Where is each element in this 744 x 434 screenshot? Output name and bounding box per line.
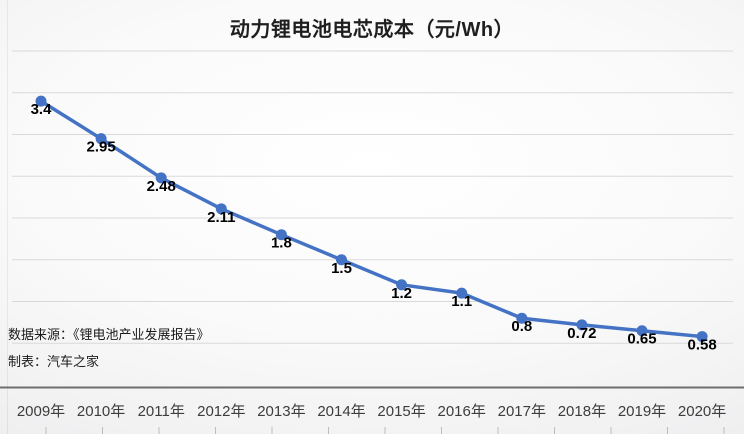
data-point-label: 0.65 bbox=[627, 331, 656, 348]
x-axis-label: 2009年 bbox=[17, 403, 65, 420]
x-axis-label: 2020年 bbox=[678, 403, 726, 420]
data-point-marker bbox=[636, 325, 648, 337]
x-axis-label: 2012年 bbox=[197, 403, 245, 420]
data-point-marker bbox=[456, 287, 468, 299]
x-axis-label: 2016年 bbox=[438, 403, 486, 420]
data-point-marker bbox=[396, 279, 408, 291]
x-axis-label: 2018年 bbox=[558, 403, 606, 420]
x-axis-label: 2017年 bbox=[498, 403, 546, 420]
data-point-label: 0.72 bbox=[567, 325, 596, 342]
series-line bbox=[39, 99, 704, 339]
data-point-label: 0.8 bbox=[511, 318, 532, 335]
data-point-marker bbox=[516, 312, 528, 324]
chart-title: 动力锂电池电芯成本（元/Wh） bbox=[229, 19, 515, 41]
data-source-line: 数据来源：《锂电池产业发展报告》 bbox=[8, 327, 210, 342]
data-point-label: 2.11 bbox=[207, 209, 235, 226]
data-point-marker bbox=[696, 331, 708, 343]
data-point-label: 2.48 bbox=[147, 178, 176, 195]
data-point-marker bbox=[35, 95, 47, 107]
x-axis-label: 2014年 bbox=[317, 403, 365, 420]
x-axis-label: 2015年 bbox=[377, 403, 425, 420]
data-point-label: 1.5 bbox=[331, 260, 352, 277]
chart-credit-line: 制表：汽车之家 bbox=[8, 354, 100, 369]
data-point-label: 1.1 bbox=[451, 293, 472, 310]
data-point-label: 1.8 bbox=[271, 235, 292, 252]
data-point-marker bbox=[155, 172, 167, 184]
data-point-marker bbox=[336, 254, 347, 266]
data-point-marker bbox=[275, 229, 287, 241]
x-axis-label: 2010年 bbox=[77, 403, 125, 420]
data-point-label: 0.58 bbox=[687, 337, 716, 354]
data-point-label: 1.2 bbox=[391, 285, 412, 302]
data-point-marker bbox=[95, 133, 107, 145]
x-axis-label: 2011年 bbox=[138, 403, 185, 420]
data-point-label: 2.95 bbox=[86, 139, 115, 156]
data-source-note: 数据来源：《锂电池产业发展报告》 制表：汽车之家 bbox=[8, 321, 210, 375]
data-point-marker bbox=[215, 203, 227, 215]
x-axis-label: 2013年 bbox=[257, 403, 305, 420]
data-point-label: 3.4 bbox=[31, 101, 53, 118]
data-point-marker bbox=[576, 319, 588, 331]
x-axis-label: 2019年 bbox=[618, 403, 666, 420]
